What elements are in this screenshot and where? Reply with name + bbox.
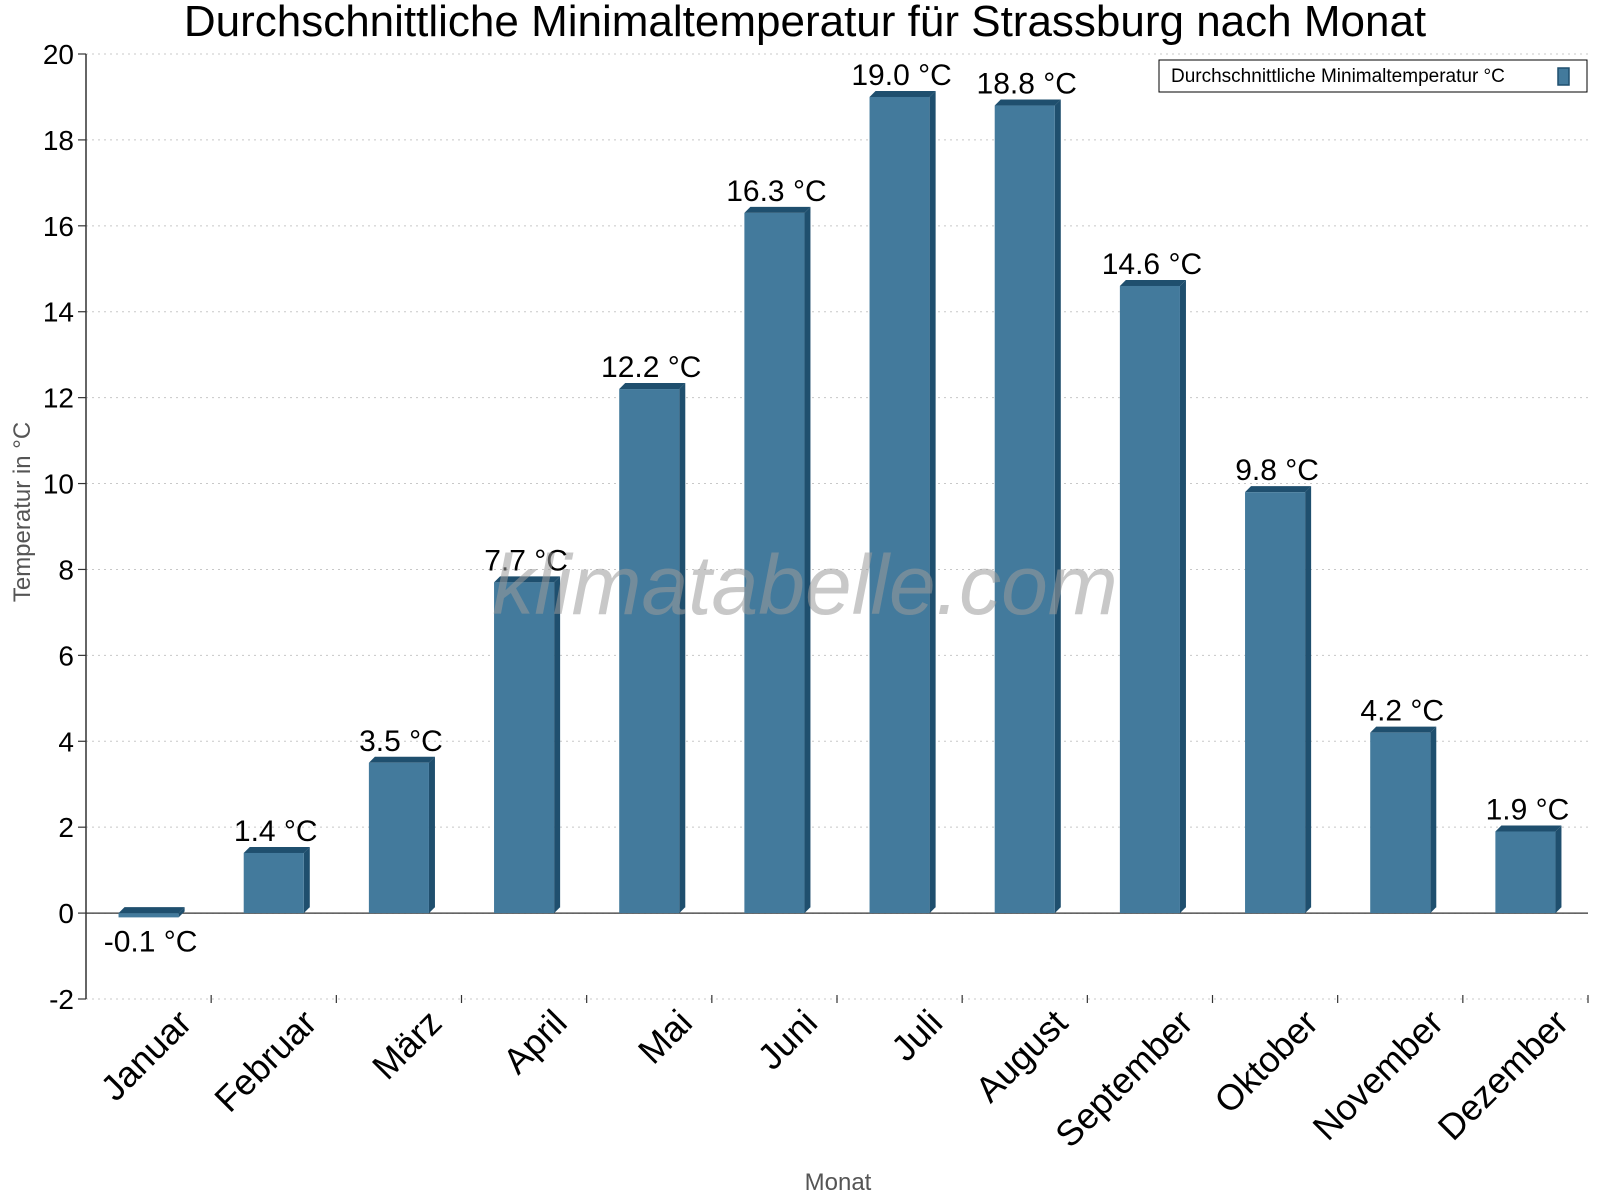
bar-side [679, 383, 686, 914]
bar-top [243, 846, 310, 853]
bar [1495, 831, 1556, 914]
grid-layer [86, 53, 1588, 1000]
data-label: 19.0 °C [851, 59, 951, 92]
bar [118, 913, 179, 918]
bar-top [494, 576, 561, 583]
bar-side [1430, 726, 1437, 914]
x-tick-label: Mai [630, 1002, 700, 1072]
bar [744, 212, 805, 914]
bar-side [804, 206, 811, 914]
legend-swatch [1557, 67, 1570, 86]
y-tick-label: 16 [43, 211, 74, 242]
data-label: 16.3 °C [726, 175, 826, 208]
bar-side [178, 907, 185, 918]
bar-side [1305, 486, 1312, 914]
bar [1119, 285, 1180, 914]
bar-top [1495, 825, 1562, 832]
x-tick-label: Januar [92, 1002, 199, 1109]
y-tick-label: 8 [58, 554, 74, 585]
data-label: 18.8 °C [977, 68, 1077, 101]
bar [494, 582, 555, 914]
chart-title: Durchschnittliche Minimaltemperatur für … [184, 0, 1426, 46]
bar-side [1054, 99, 1061, 914]
x-tick-label: Oktober [1206, 1002, 1326, 1122]
bar-side [428, 756, 435, 914]
y-tick-label: 18 [43, 125, 74, 156]
y-tick-label: 10 [43, 469, 74, 500]
data-label: 14.6 °C [1102, 248, 1202, 281]
legend-label: Durchschnittliche Minimaltemperatur °C [1171, 66, 1505, 87]
bar [243, 852, 304, 914]
x-tick-label: Dezember [1430, 1002, 1576, 1148]
bar [619, 389, 680, 914]
bar-side [1555, 825, 1562, 914]
bar-side [554, 576, 561, 914]
x-tick-label: September [1047, 1002, 1201, 1156]
bar [869, 96, 930, 914]
data-label: 9.8 °C [1235, 454, 1319, 487]
data-labels: -0.1 °C 1.4 °C 3.5 °C 7.7 °C 12.2 °C 16.3 °C 1… [104, 59, 1570, 958]
bar-top [744, 206, 811, 213]
legend: Durchschnittliche Minimaltemperatur °C [1158, 59, 1588, 93]
x-tick-label: August [967, 1002, 1075, 1110]
x-tick-label: November [1304, 1002, 1450, 1148]
y-tick-label: 14 [43, 297, 74, 328]
data-label: 1.4 °C [234, 815, 318, 848]
bar [1245, 492, 1306, 914]
bar-top [118, 907, 185, 914]
data-label: 12.2 °C [601, 351, 701, 384]
bar-top [368, 756, 435, 763]
bar [368, 762, 429, 914]
data-label: 7.7 °C [484, 544, 568, 577]
data-label: 1.9 °C [1486, 793, 1570, 826]
x-tick-label: April [495, 1002, 575, 1082]
y-tick-label: 12 [43, 383, 74, 414]
data-label: 3.5 °C [359, 725, 443, 758]
bar [1370, 732, 1431, 914]
y-tick-label: 6 [58, 640, 74, 671]
y-tick-label: 0 [58, 898, 74, 929]
bar-top [619, 383, 686, 390]
x-tick-label: Juli [883, 1002, 950, 1069]
bar-top [869, 90, 936, 97]
x-tick-label: Juni [749, 1002, 825, 1078]
bar-top [1370, 726, 1437, 733]
y-axis-title: Temperatur in °C [9, 422, 36, 602]
x-tick-label: März [364, 1002, 450, 1088]
bar-side [929, 90, 936, 914]
data-label: -0.1 °C [104, 925, 198, 958]
legend-box [1158, 59, 1588, 93]
bar-side [303, 846, 310, 914]
x-axis-title: Monat [805, 1169, 872, 1196]
y-tick-label: -2 [49, 984, 74, 1015]
bar-top [994, 99, 1061, 106]
watermark-text: klimatabelle.com [492, 538, 1118, 632]
bar-top [1245, 486, 1312, 493]
bar [994, 105, 1055, 914]
bars [118, 90, 1562, 918]
bar-side [1179, 279, 1186, 914]
y-tick-label: 20 [43, 39, 74, 70]
bar-top [1119, 279, 1186, 286]
y-tick-label: 2 [58, 812, 74, 843]
y-tick-label: 4 [58, 726, 74, 757]
x-tick-label: Februar [206, 1002, 324, 1120]
data-label: 4.2 °C [1360, 695, 1444, 728]
